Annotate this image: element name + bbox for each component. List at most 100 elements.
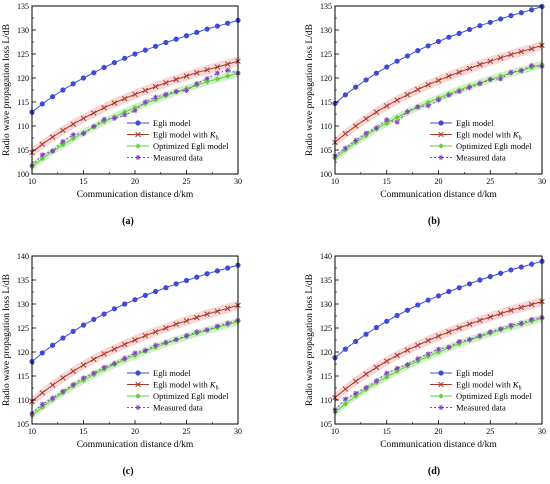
y-tick-label: 115 [320, 98, 332, 107]
y-tick-label: 100 [320, 170, 332, 179]
data-point-egli_kh [404, 92, 411, 98]
data-point-egli [142, 292, 148, 298]
data-point-measured [498, 326, 504, 332]
data-point-egli_kh [342, 130, 349, 137]
legend-marker-egli_kh [438, 381, 444, 388]
data-point-measured [204, 327, 210, 333]
y-tick-label: 105 [320, 146, 332, 155]
x-tick-label: 15 [80, 177, 88, 186]
data-point-egli_kh [477, 317, 483, 324]
data-point-optimized [383, 374, 390, 380]
data-point-measured [225, 67, 231, 73]
data-point-egli [122, 301, 128, 307]
data-point-measured [466, 336, 473, 343]
data-point-egli_kh [80, 115, 87, 122]
data-point-egli [225, 20, 231, 26]
data-point-measured [163, 339, 169, 345]
data-point-measured [477, 333, 483, 339]
data-point-egli_kh [121, 341, 128, 348]
y-tick-label: 135 [17, 276, 29, 285]
series-line-measured [31, 319, 239, 414]
data-point-egli_kh [49, 134, 56, 140]
x-tick-label: 20 [131, 427, 139, 436]
data-point-measured [373, 125, 379, 131]
data-point-egli [466, 26, 473, 33]
data-point-egli [373, 70, 380, 76]
legend-label-egli: Egli model [153, 368, 191, 378]
y-tick-label: 135 [17, 2, 29, 11]
data-point-egli [518, 264, 524, 270]
data-point-egli_kh [487, 314, 494, 320]
y-tick-label: 140 [17, 252, 29, 261]
data-point-egli [353, 338, 359, 345]
series-points-egli_kh [29, 58, 241, 156]
x-tick-label: 15 [383, 177, 391, 186]
legend-marker-measured [438, 404, 444, 411]
y-tick-label: 105 [17, 420, 29, 429]
series-line-measured [334, 64, 543, 157]
data-point-egli [508, 267, 514, 273]
data-point-measured [415, 104, 421, 110]
data-point-egli_kh [49, 382, 56, 388]
data-point-egli_kh [80, 362, 87, 368]
data-point-measured [477, 81, 483, 87]
data-point-egli [404, 53, 411, 59]
y-axis-label: Radio wave propagation loss L/dB [2, 274, 12, 406]
data-point-egli [183, 277, 190, 284]
data-point-egli [91, 316, 97, 322]
data-point-egli_kh [415, 86, 421, 93]
data-point-egli_kh [183, 318, 190, 324]
data-point-measured [363, 130, 369, 136]
data-point-egli [498, 270, 504, 276]
data-point-egli_kh [121, 95, 128, 102]
data-point-egli [173, 36, 179, 42]
legend-label-egli_kh: Egli model with Kh [153, 130, 219, 142]
legend-marker-measured [135, 154, 141, 161]
legend-marker-egli [135, 120, 141, 126]
data-point-egli [214, 268, 220, 274]
series-line-egli_kh [334, 44, 543, 143]
data-point-measured [353, 390, 359, 396]
data-point-measured [132, 350, 138, 356]
data-point-egli [183, 33, 190, 39]
data-point-measured [363, 384, 369, 391]
legend-label-subscript: h [216, 136, 219, 142]
y-tick-label: 115 [17, 372, 29, 381]
data-point-measured [214, 323, 220, 329]
data-point-egli [80, 322, 87, 328]
y-tick-label: 110 [17, 122, 29, 131]
legend-marker-optimized [438, 143, 444, 149]
x-axis-label: Communication distance d/km [380, 440, 497, 450]
data-point-egli_kh [183, 73, 190, 79]
data-point-measured [142, 347, 148, 354]
data-point-optimized [70, 135, 76, 142]
x-tick-label: 20 [435, 177, 443, 186]
data-point-measured [404, 109, 411, 115]
data-point-egli_kh [352, 123, 359, 129]
data-point-egli_kh [425, 337, 431, 344]
y-axis-label: Radio wave propagation loss L/dB [305, 24, 315, 156]
data-point-egli [477, 277, 483, 283]
legend-marker-optimized [438, 393, 444, 399]
data-point-egli_kh [456, 69, 462, 75]
y-tick-label: 110 [320, 122, 332, 131]
data-point-measured [101, 364, 107, 370]
data-point-egli_kh [373, 109, 380, 115]
legend-label-symbol: K [209, 380, 217, 390]
data-point-egli_kh [363, 371, 369, 377]
data-point-egli [132, 297, 138, 303]
y-tick-label: 130 [17, 300, 29, 309]
legend-marker-egli_kh [135, 381, 141, 388]
data-point-egli_kh [352, 378, 359, 385]
data-point-egli [373, 324, 380, 331]
data-point-measured [60, 388, 66, 394]
data-point-measured [194, 81, 200, 87]
x-tick-label: 20 [435, 427, 443, 436]
data-point-measured [173, 88, 179, 95]
data-point-egli_kh [152, 329, 159, 335]
data-point-egli_kh [425, 81, 431, 88]
legend-marker-optimized [135, 143, 141, 149]
data-point-egli_kh [194, 69, 200, 76]
legend-label-measured: Measured data [456, 153, 506, 163]
data-point-egli_kh [477, 61, 483, 68]
